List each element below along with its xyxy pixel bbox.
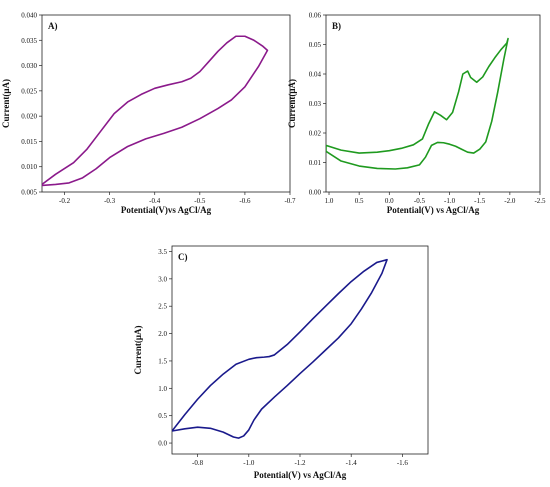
- panel-label: C): [178, 252, 188, 262]
- x-axis-label: Potential(V) vs AgCl/Ag: [254, 470, 347, 480]
- y-tick-label: 0.030: [21, 62, 37, 70]
- x-tick-label: -0.7: [284, 197, 296, 205]
- x-tick-label: -1.5: [474, 197, 486, 205]
- x-tick-label: -0.3: [104, 197, 116, 205]
- y-axis-label: Current(μA): [287, 79, 297, 128]
- y-tick-label: 1.0: [158, 385, 167, 393]
- x-tick-label: -2.5: [534, 197, 546, 205]
- x-axis-label: Potential(V) vs AgCl/Ag: [387, 205, 480, 215]
- x-tick-label: -1.0: [243, 459, 255, 467]
- x-tick-label: 0.5: [355, 197, 364, 205]
- y-tick-label: 0.03: [309, 100, 322, 108]
- y-tick-label: 0.015: [21, 138, 37, 146]
- y-tick-label: 0.005: [21, 189, 37, 197]
- y-tick-label: 3.0: [158, 275, 167, 283]
- y-tick-label: 0.025: [21, 87, 37, 95]
- x-tick-label: -1.6: [397, 459, 409, 467]
- y-tick-label: 0.05: [309, 41, 322, 49]
- y-tick-label: 0.5: [158, 412, 167, 420]
- y-tick-label: 0.01: [309, 159, 322, 167]
- x-tick-label: -0.5: [194, 197, 206, 205]
- x-tick-label: -0.8: [192, 459, 204, 467]
- y-tick-label: 0.040: [21, 12, 37, 20]
- panel-b: B) 1.0 0.5 0.0 -0.5 -1.0 -1.5 -2.0 -2.5 0.00 0.01 0…: [287, 12, 546, 216]
- y-tick-label: 0.04: [309, 71, 322, 79]
- panel-label: A): [48, 21, 58, 31]
- y-tick-label: 0.02: [309, 130, 322, 138]
- y-tick-label: 2.5: [158, 303, 167, 311]
- x-tick-label: -0.4: [149, 197, 161, 205]
- panel-a: A) -0.2 -0.3 -0.4 -0.5 -0.6 -0.7 0.005 0.010 0.01…: [1, 12, 296, 216]
- y-axis-label: Current(μA): [133, 326, 143, 375]
- y-tick-label: 0.00: [309, 189, 322, 197]
- panel-c: C) -0.8 -1.0 -1.2 -1.4 -1.6 0.0 0.5 1.0 1.5 2.0 2.5…: [133, 245, 429, 480]
- y-axis-label: Current(μA): [1, 79, 11, 128]
- x-tick-label: -1.0: [444, 197, 456, 205]
- x-tick-label: -0.6: [239, 197, 251, 205]
- x-tick-label: -0.5: [414, 197, 426, 205]
- cv-curve: [326, 37, 509, 170]
- cv-curve: [42, 35, 269, 187]
- y-tick-label: 1.5: [158, 357, 167, 365]
- x-tick-label: -0.2: [59, 197, 71, 205]
- x-tick-label: -1.4: [346, 459, 358, 467]
- x-tick-label: -2.0: [504, 197, 516, 205]
- y-tick-label: 0.06: [309, 12, 322, 20]
- plot-frame: [171, 245, 429, 455]
- plot-frame: [41, 14, 291, 193]
- y-tick-label: 0.010: [21, 163, 37, 171]
- x-tick-label: 1.0: [325, 197, 334, 205]
- y-tick-label: 3.5: [158, 248, 167, 256]
- y-tick-label: 0.020: [21, 113, 37, 121]
- x-axis-label: Potential(V)vs AgCl/Ag: [121, 205, 212, 215]
- x-tick-label: 0.0: [385, 197, 394, 205]
- panel-label: B): [332, 21, 341, 31]
- y-tick-label: 0.0: [158, 440, 167, 448]
- y-tick-label: 0.035: [21, 37, 37, 45]
- cv-curve: [172, 258, 388, 439]
- y-tick-label: 2.0: [158, 330, 167, 338]
- x-tick-label: -1.2: [294, 459, 306, 467]
